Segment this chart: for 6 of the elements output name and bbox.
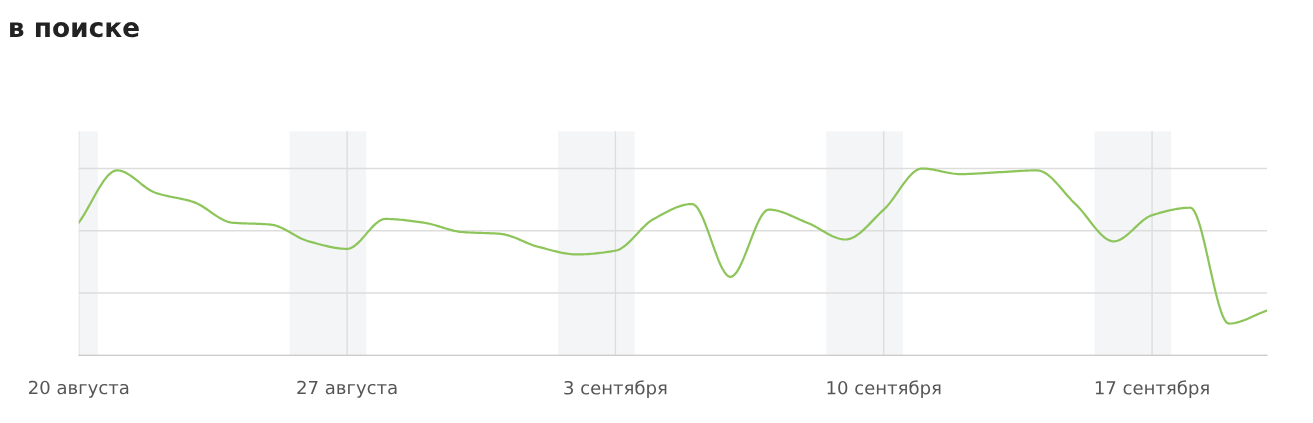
chart-title: в поиске — [10, 22, 139, 38]
x-tick-label: 10 сентября — [827, 380, 941, 399]
x-tick-label: 27 августа — [297, 380, 397, 398]
x-tick-label: 17 сентября — [1095, 380, 1209, 399]
x-tick-label: 20 августа — [29, 380, 129, 398]
x-tick-label: 3 сентября — [564, 380, 667, 399]
